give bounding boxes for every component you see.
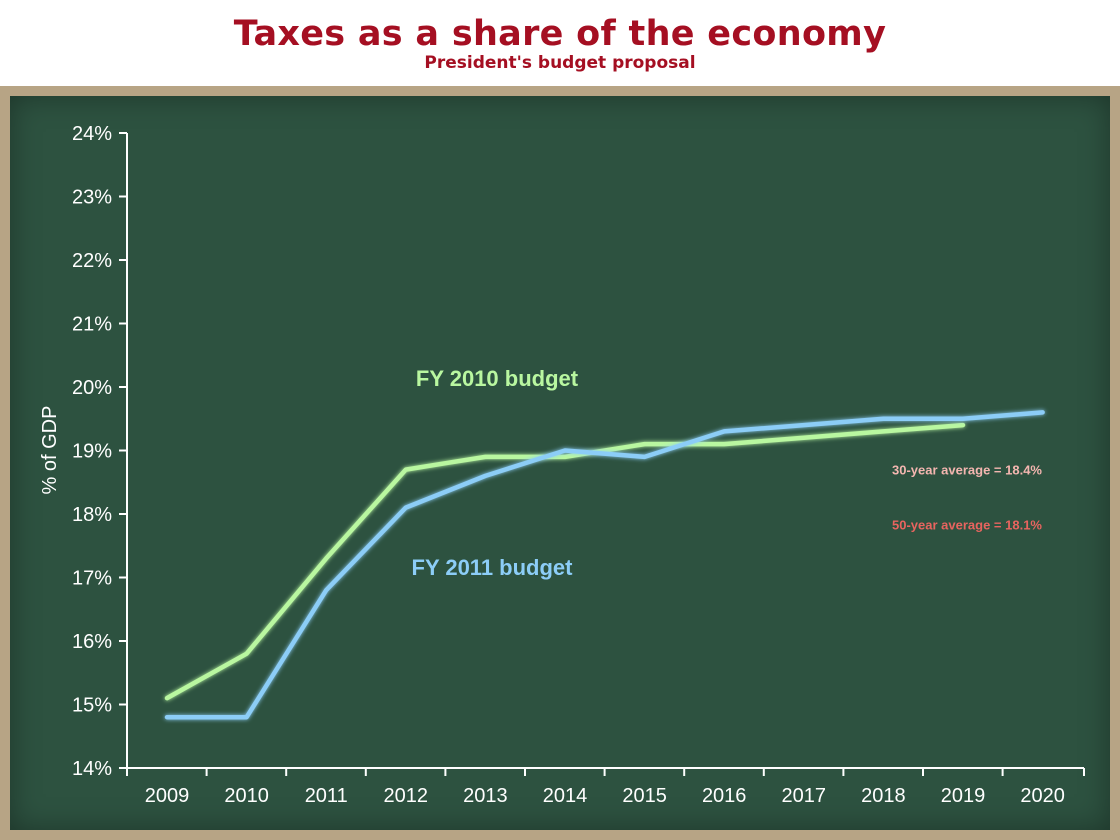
y-tick-label: 21% (72, 314, 112, 336)
x-tick-label: 2018 (861, 785, 906, 807)
x-tick-label: 2012 (384, 785, 429, 807)
reference-line-label: 50-year average = 18.1% (892, 518, 1042, 533)
chart-labels: 30-year average = 18.4% 50-year average =… (412, 366, 1043, 580)
x-tick-label: 2009 (145, 785, 190, 807)
y-tick-label: 20% (72, 377, 112, 399)
x-tick-label: 2019 (941, 785, 986, 807)
chart-title: Taxes as a share of the economy (233, 14, 887, 54)
x-tick-label: 2016 (702, 785, 747, 807)
reference-lines (168, 487, 1047, 510)
series-line (164, 410, 1045, 720)
x-tick-label: 2020 (1020, 785, 1065, 807)
x-tick-label: 2010 (224, 785, 269, 807)
reference-line-label: 30-year average = 18.4% (892, 463, 1042, 478)
x-tick-label: 2015 (622, 785, 667, 807)
y-tick-label: 18% (72, 504, 112, 526)
y-tick-label: 17% (72, 568, 112, 590)
y-tick-label: 22% (72, 250, 112, 272)
x-tick-label: 2014 (543, 785, 588, 807)
chalkboard-surface (10, 96, 1110, 830)
x-tick-label: 2017 (782, 785, 827, 807)
chart-subtitle: President's budget proposal (424, 53, 696, 73)
series-line (164, 422, 966, 701)
chalkboard-frame (0, 86, 1120, 840)
y-tick-label: 16% (72, 631, 112, 653)
y-tick-label: 14% (72, 758, 112, 780)
series-label: FY 2011 budget (412, 555, 574, 580)
series-lines (164, 410, 1045, 720)
y-axis-title: % of GDP (39, 406, 61, 495)
chart-header: Taxes as a share of the economy Presiden… (0, 0, 1120, 86)
y-tick-label: 19% (72, 441, 112, 463)
x-tick-label: 2013 (463, 785, 508, 807)
axes: 14% 15% 16% 17% 18% 19% 20% 21% 22% 23% 24% 2009 201… (39, 123, 1085, 807)
y-tick-label: 24% (72, 123, 112, 145)
x-tick-label: 2011 (305, 785, 348, 807)
y-tick-label: 15% (72, 695, 112, 717)
y-tick-label: 23% (72, 187, 112, 209)
series-label: FY 2010 budget (416, 366, 579, 391)
